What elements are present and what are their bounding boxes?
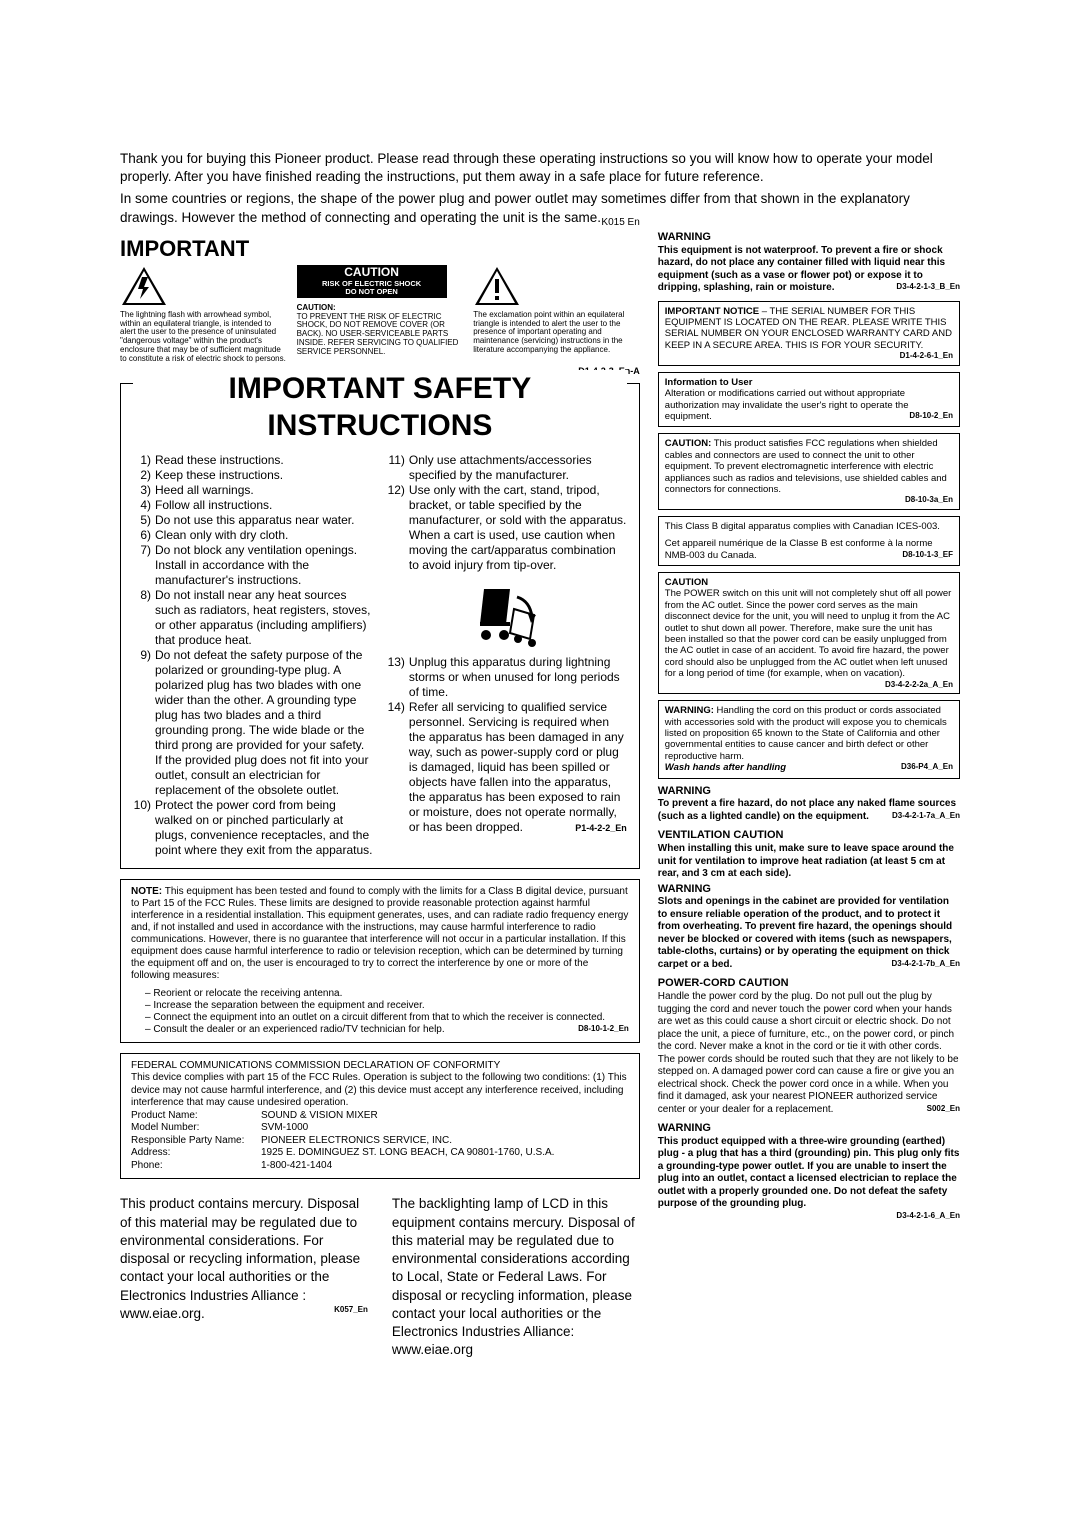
cart-tipover-icon	[472, 579, 542, 649]
fcc-row: Model Number:SVM-1000	[131, 1122, 629, 1135]
mercury-p1: This product contains mercury. Disposal …	[120, 1195, 368, 1359]
safety-item: 3)Heed all warnings.	[133, 483, 373, 498]
fcc-row: Phone:1-800-421-1404	[131, 1160, 629, 1173]
fcc-caution-box: CAUTION: This product satisfies FCC regu…	[658, 433, 960, 510]
safety-item: 12)Use only with the cart, stand, tripod…	[387, 483, 627, 573]
safety-item: 10)Protect the power cord from being wal…	[133, 798, 373, 858]
vent2-head: WARNING	[658, 883, 960, 897]
safety-item: 11)Only use attachments/accessories spec…	[387, 453, 627, 483]
info-code: D8-10-2_En	[909, 411, 953, 421]
safety-item: 1)Read these instructions.	[133, 453, 373, 468]
safety-item: 4)Follow all instructions.	[133, 498, 373, 513]
vent-head: VENTILATION CAUTION	[658, 829, 960, 843]
power-switch-box: CAUTION The POWER switch on this unit wi…	[658, 572, 960, 694]
fcc-row: Product Name:SOUND & VISION MIXER	[131, 1110, 629, 1123]
right-column: WARNING This equipment is not waterproof…	[658, 231, 960, 1360]
ices-fr: Cet appareil numérique de la Classe B es…	[665, 538, 933, 560]
grounding-block: WARNING This product equipped with a thr…	[658, 1122, 960, 1221]
exclamation-triangle-icon	[473, 265, 521, 307]
caution-text-body: TO PREVENT THE RISK OF ELECTRIC SHOCK, D…	[297, 312, 459, 356]
lightning-text: The lightning flash with arrowhead symbo…	[120, 311, 287, 364]
fcc-row: Address:1925 E. DOMINGUEZ ST. LONG BEACH…	[131, 1147, 629, 1160]
note-box: NOTE: This equipment has been tested and…	[120, 879, 640, 1043]
safety-col-2: 11)Only use attachments/accessories spec…	[387, 453, 627, 858]
note-head: NOTE:	[131, 886, 162, 897]
vent2-body: Slots and openings in the cabinet are pr…	[658, 896, 952, 970]
info-user-box: Information to User Alteration or modifi…	[658, 372, 960, 428]
power-switch-head: CAUTION	[665, 577, 708, 588]
safety-item: 2)Keep these instructions.	[133, 468, 373, 483]
power-cord-block: POWER-CORD CAUTION Handle the power cord…	[658, 977, 960, 1116]
mercury-code: K057_En	[334, 1305, 368, 1316]
warn-waterproof-code: D3-4-2-1-3_B_En	[896, 282, 960, 292]
fire-code: D3-4-2-1-7a_A_En	[892, 811, 960, 821]
info-body: Alteration or modifications carried out …	[665, 388, 909, 422]
fcc-caution-head: CAUTION:	[665, 438, 711, 449]
intro-code: K015 En	[120, 217, 640, 230]
warn-waterproof-head: WARNING	[658, 231, 960, 245]
warn-waterproof: WARNING This equipment is not waterproof…	[658, 231, 960, 295]
safety-item: 7)Do not block any ventilation openings.…	[133, 543, 373, 588]
intro-paragraph-1: Thank you for buying this Pioneer produc…	[120, 150, 960, 186]
ices-en: This Class B digital apparatus complies …	[665, 521, 953, 532]
prop65-head: WARNING:	[665, 705, 714, 716]
ices-code: D8-10-1-3_EF	[902, 550, 953, 560]
safety-item: 5)Do not use this apparatus near water.	[133, 513, 373, 528]
safety-col-1: 1)Read these instructions.2)Keep these i…	[133, 453, 373, 858]
note-bullet-1: – Reorient or relocate the receiving ant…	[131, 988, 629, 1000]
prop65-code: D36-P4_A_En	[901, 762, 953, 772]
caution-plate-block: CAUTION RISK OF ELECTRIC SHOCK DO NOT OP…	[297, 265, 464, 357]
notice-code: D1-4-2-6-1_En	[665, 351, 953, 361]
lightning-triangle-block: The lightning flash with arrowhead symbo…	[120, 265, 287, 364]
safety-box: IMPORTANT SAFETY INSTRUCTIONS 1)Read the…	[120, 383, 640, 869]
fire-hazard: WARNING To prevent a fire hazard, do not…	[658, 785, 960, 824]
safety-item: 8)Do not install near any heat sources s…	[133, 588, 373, 648]
ground-head: WARNING	[658, 1122, 960, 1136]
fire-head: WARNING	[658, 785, 960, 799]
exclamation-text: The exclamation point within an equilate…	[473, 311, 640, 355]
important-notice-box: IMPORTANT NOTICE – THE SERIAL NUMBER FOR…	[658, 301, 960, 366]
caution-text-head: CAUTION:	[297, 303, 336, 312]
safety-item: 9)Do not defeat the safety purpose of th…	[133, 648, 373, 798]
safety-title: IMPORTANT SAFETY INSTRUCTIONS	[133, 370, 627, 445]
caution-sub: RISK OF ELECTRIC SHOCK DO NOT OPEN	[297, 280, 447, 298]
cord-head: POWER-CORD CAUTION	[658, 977, 960, 991]
vent2-code: D3-4-2-1-7b_A_En	[892, 959, 960, 969]
fcc-caution-code: D8-10-3a_En	[665, 495, 953, 505]
ground-code: D3-4-2-1-6_A_En	[658, 1211, 960, 1221]
fcc-body: This device complies with part 15 of the…	[131, 1072, 629, 1110]
power-switch-code: D3-4-2-2-2a_A_En	[885, 680, 953, 690]
note-body: This equipment has been tested and found…	[131, 886, 628, 981]
safety-item: 6)Clean only with dry cloth.	[133, 528, 373, 543]
note-bullet-3: – Connect the equipment into an outlet o…	[131, 1012, 629, 1024]
safety-item: 14)Refer all servicing to qualified serv…	[387, 700, 627, 835]
note-bullet-2: – Increase the separation between the eq…	[131, 1000, 629, 1012]
notice-head: IMPORTANT NOTICE	[665, 306, 759, 317]
fcc-row: Responsible Party Name:PIONEER ELECTRONI…	[131, 1135, 629, 1148]
safety-item: 13)Unplug this apparatus during lightnin…	[387, 655, 627, 700]
prop65-wash: Wash hands after handling	[665, 762, 786, 773]
note-code: D8-10-1-2_En	[578, 1024, 629, 1034]
left-column: K015 En IMPORTANT The lightning flash wi…	[120, 231, 640, 1360]
important-heading: IMPORTANT	[120, 235, 640, 263]
mercury-p2: The backlighting lamp of LCD in this equ…	[392, 1195, 640, 1359]
exclamation-triangle-block: The exclamation point within an equilate…	[473, 265, 640, 355]
power-switch-body: The POWER switch on this unit will not c…	[665, 588, 952, 679]
cord-code: S002_En	[927, 1104, 960, 1114]
fcc-box: FEDERAL COMMUNICATIONS COMMISSION DECLAR…	[120, 1053, 640, 1180]
lightning-triangle-icon	[120, 265, 168, 307]
vent-body: When installing this unit, make sure to …	[658, 843, 954, 879]
caution-bar: CAUTION	[297, 265, 447, 280]
ventilation-block: VENTILATION CAUTION When installing this…	[658, 829, 960, 971]
cord-body: Handle the power cord by the plug. Do no…	[658, 991, 959, 1115]
note-bullet-4: – Consult the dealer or an experienced r…	[131, 1024, 445, 1036]
ground-body: This product equipped with a three-wire …	[658, 1136, 960, 1210]
fcc-title: FEDERAL COMMUNICATIONS COMMISSION DECLAR…	[131, 1060, 629, 1073]
ices-box: This Class B digital apparatus complies …	[658, 516, 960, 566]
prop65-box: WARNING: Handling the cord on this produ…	[658, 700, 960, 778]
info-head: Information to User	[665, 377, 753, 388]
